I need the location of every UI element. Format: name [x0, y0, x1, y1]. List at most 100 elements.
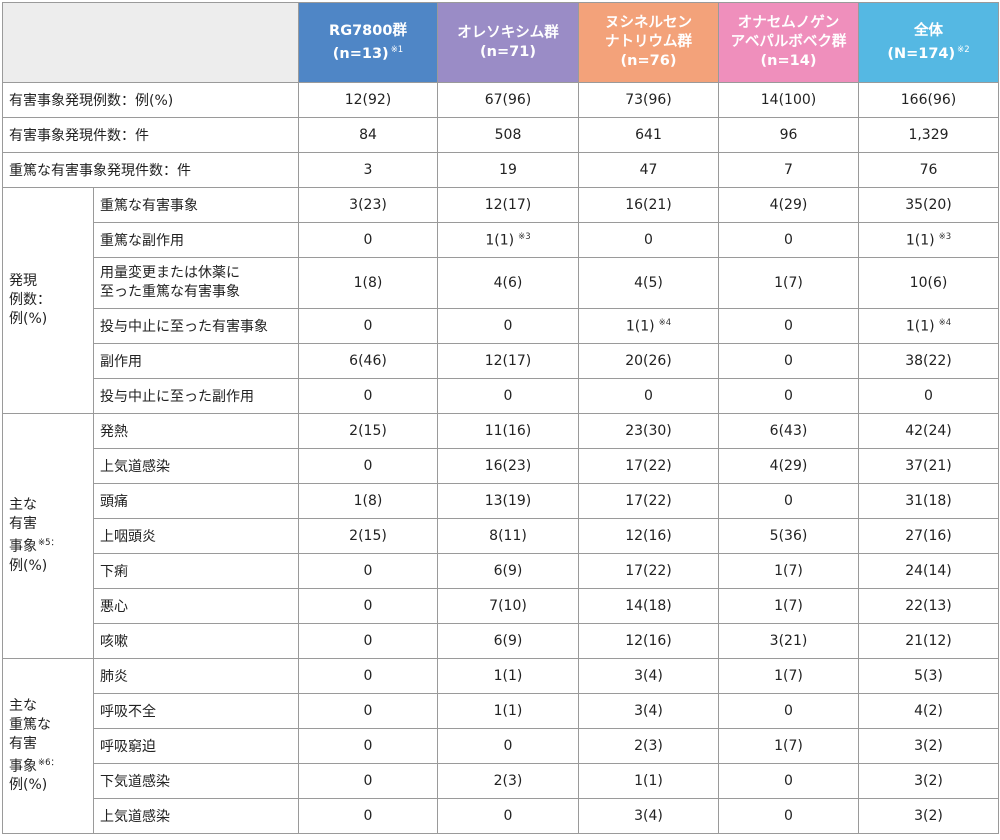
value-cell: 0 [437, 308, 579, 344]
row-label-line: 下気道感染 [100, 774, 170, 790]
value-cell: 0 [718, 693, 859, 729]
value-cell: 7 [718, 152, 859, 188]
value-cell: 0 [437, 378, 579, 414]
row-label: 重篤な有害事象発現件数：件 [2, 152, 299, 188]
row-label-line: 呼吸窮迫 [100, 739, 156, 755]
value-cell: 0 [437, 798, 579, 834]
value-text: 3(21) [769, 633, 808, 649]
header-line3: (n=76) [620, 53, 677, 69]
header-col-total: 全体 (N=174) ※2 [858, 2, 999, 83]
value-text: 35(20) [905, 197, 952, 213]
value-text: 3(4) [634, 808, 663, 824]
value-text: 12(16) [625, 633, 672, 649]
value-cell: 0 [718, 222, 859, 258]
section-label-line: 例(%) [9, 557, 48, 574]
value-cell: 0 [718, 763, 859, 799]
row-label-line: 副作用 [100, 354, 142, 370]
value-cell: 27(16) [858, 518, 999, 554]
value-cell: 1(1) [578, 763, 719, 799]
value-cell: 508 [437, 117, 579, 153]
value-text: 1(7) [774, 668, 803, 684]
value-cell: 35(20) [858, 187, 999, 223]
row-label-line: 頭痛 [100, 494, 128, 510]
header-line2: アベパルボベク群 [730, 34, 847, 50]
value-text: 0 [363, 703, 373, 719]
value-text: 3(2) [914, 808, 943, 824]
value-cell: 17(22) [578, 448, 719, 484]
value-cell: 0 [718, 378, 859, 414]
value-cell: 0 [718, 343, 859, 379]
value-text: 0 [644, 388, 653, 404]
value-cell: 0 [298, 448, 438, 484]
row-label-line: 用量変更または休薬に [100, 265, 240, 281]
value-text: 2(3) [493, 773, 523, 789]
section-label-line: 例数： [9, 292, 51, 308]
section-label-line: 主な [9, 497, 37, 514]
value-cell: 4(2) [858, 693, 999, 729]
value-cell: 1,329 [858, 117, 999, 153]
value-cell: 3(21) [718, 623, 859, 659]
row-label: 有害事象発現件数：件 [2, 117, 299, 153]
value-cell: 47 [578, 152, 719, 188]
header-col-olesoxime: オレソキシム群 (n=71) [437, 2, 579, 83]
table-row: 悪心 0 7(10) 14(18) 1(7) 22(13) [3, 588, 999, 624]
row-label-line: 投与中止に至った有害事象 [100, 319, 268, 335]
value-cell: 22(13) [858, 588, 999, 624]
value-text: 6(9) [493, 563, 523, 579]
section-label: 主な 重篤な 有害 事象※6： 例(%) [2, 658, 94, 834]
value-text: 4(29) [769, 458, 808, 474]
section-label-line: 例(%) [9, 311, 48, 327]
value-cell: 0 [298, 378, 438, 414]
header-col-onasemnogene: オナセムノゲン アベパルボベク群 (n=14) [718, 2, 859, 83]
value-cell: 21(12) [858, 623, 999, 659]
header-col-nusinersen: ヌシネルセン ナトリウム群 (n=76) [578, 2, 719, 83]
row-label-line: 上気道感染 [100, 459, 170, 475]
section-label-line: 事象※5： [9, 538, 60, 555]
value-cell: 1(1) [437, 693, 579, 729]
value-cell: 73(96) [578, 82, 719, 118]
table-body: 有害事象発現例数：例(%) 12(92) 67(96) 73(96) 14(100) 16… [2, 82, 999, 834]
value-text: 1(1) [493, 668, 523, 684]
section-label: 発現 例数： 例(%) [2, 187, 94, 414]
table-row: 発現 例数： 例(%) 重篤な有害事象 3(23) 12(17) 16(21) 4(29) 35… [2, 187, 999, 414]
value-text: 7(10) [489, 598, 527, 614]
value-text: 1(1) [905, 318, 935, 335]
value-text: 0 [784, 353, 793, 369]
value-text: 0 [784, 493, 793, 509]
value-cell: 14(18) [578, 588, 719, 624]
table-row: 主な 有害 事象※5： 例(%) 発熱 2(15) 11(16) 23(30) 6(43) 42(… [2, 413, 999, 659]
value-cell: 16(23) [437, 448, 579, 484]
row-label: 上咽頭炎 [93, 518, 299, 554]
footnote-mark: ※5： [38, 538, 60, 549]
row-label-line: 悪心 [100, 599, 128, 615]
table-row: 上気道感染 0 16(23) 17(22) 4(29) 37(21) [3, 448, 999, 484]
value-text: 0 [644, 232, 653, 248]
value-text: 0 [363, 773, 373, 789]
table-row: 咳嗽 0 6(9) 12(16) 3(21) 21(12) [3, 623, 999, 659]
value-text: 2(15) [349, 423, 387, 439]
value-text: 0 [784, 232, 793, 248]
header-line2: (n=13) ※1 [332, 44, 404, 62]
value-text: 1(1) [905, 232, 935, 249]
value-cell: 1(1) ※3 [858, 222, 999, 258]
value-cell: 3(4) [578, 658, 719, 694]
value-text: 2(15) [349, 528, 387, 544]
value-cell: 11(16) [437, 413, 579, 449]
row-label-line: 呼吸不全 [100, 704, 156, 720]
value-text: 0 [363, 232, 373, 248]
value-cell: 6(43) [718, 413, 859, 449]
value-cell: 4(6) [437, 257, 579, 309]
table-row: 重篤な副作用 0 1(1) ※3 0 0 1(1) ※3 [3, 222, 999, 258]
value-text: 5(36) [769, 528, 808, 544]
header-corner-cell [2, 2, 299, 83]
value-text: 67(96) [484, 92, 532, 108]
value-cell: 5(36) [718, 518, 859, 554]
value-text: 27(16) [905, 528, 952, 544]
value-text: 0 [503, 738, 513, 754]
value-cell: 1(7) [718, 553, 859, 589]
value-text: 73(96) [625, 92, 672, 108]
row-label: 下痢 [93, 553, 299, 589]
value-text: 20(26) [625, 353, 672, 369]
value-text: 0 [363, 668, 373, 684]
value-text: 6(9) [493, 633, 523, 649]
